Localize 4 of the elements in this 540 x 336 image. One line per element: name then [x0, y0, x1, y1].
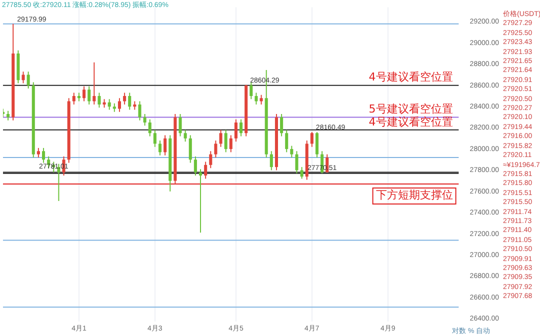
ref-line-label: 下方短期支撑位: [376, 188, 453, 202]
ref-line-label: 5号建议看空位置: [368, 102, 453, 116]
ref-line-label: 4号建议看空位置: [368, 115, 453, 128]
ref-line-label: 4号建议看空位置: [368, 70, 453, 84]
